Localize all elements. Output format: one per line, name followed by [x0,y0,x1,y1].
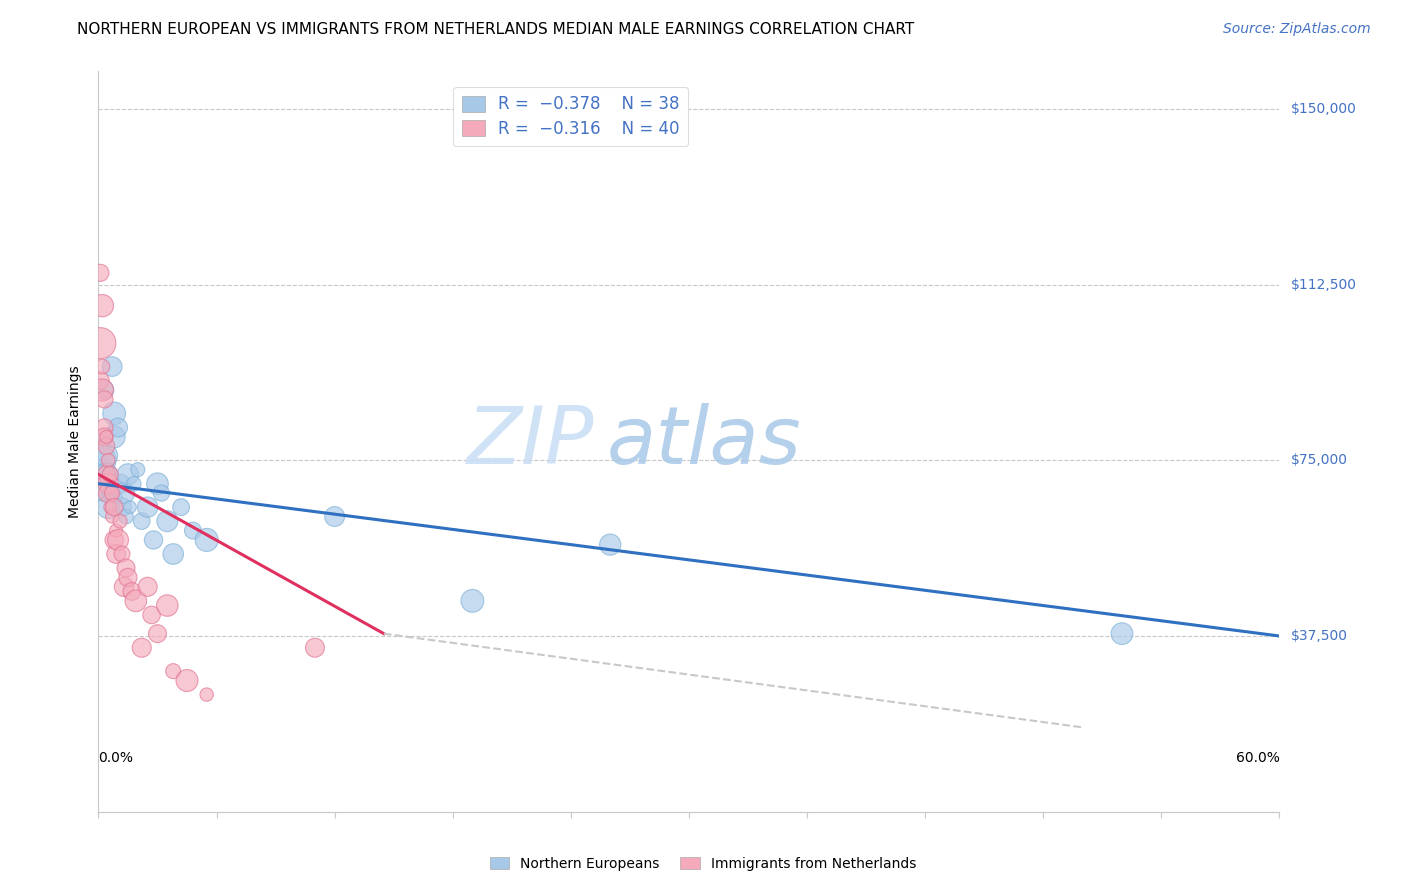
Point [93,430,115,444]
Y-axis label: Median Male Earnings: Median Male Earnings [69,365,83,518]
Point [108,476,131,491]
Point [89,336,111,351]
Point [146,476,169,491]
Text: $150,000: $150,000 [1291,102,1357,116]
Point [142,533,165,547]
Point [93,420,115,434]
Point [127,463,149,477]
Point [146,626,169,640]
Point [1111,626,1133,640]
Point [91,359,114,374]
Point [121,584,143,599]
Point [136,500,159,515]
Point [105,524,128,538]
Point [91,486,114,500]
Point [170,500,193,515]
Point [115,509,138,524]
Legend: Northern Europeans, Immigrants from Netherlands: Northern Europeans, Immigrants from Neth… [484,851,922,876]
Point [115,561,138,575]
Point [98,467,121,482]
Point [97,486,120,500]
Point [323,509,346,524]
Point [162,664,184,678]
Point [103,533,125,547]
Point [93,430,115,444]
Point [101,359,124,374]
Point [156,599,179,613]
Point [117,570,139,584]
Point [156,514,179,528]
Point [91,383,114,397]
Point [91,299,114,313]
Text: Source: ZipAtlas.com: Source: ZipAtlas.com [1223,22,1371,37]
Point [181,524,204,538]
Point [125,594,148,608]
Point [89,374,111,388]
Point [131,514,153,528]
Point [91,463,114,477]
Point [122,476,145,491]
Point [93,392,115,407]
Point [97,500,120,515]
Point [111,547,134,561]
Text: $75,000: $75,000 [1291,453,1348,467]
Point [93,383,115,397]
Text: $112,500: $112,500 [1291,277,1357,292]
Point [304,640,326,655]
Point [97,486,120,500]
Point [103,500,125,515]
Point [101,486,124,500]
Legend: R =  −0.378    N = 38, R =  −0.316    N = 40: R = −0.378 N = 38, R = −0.316 N = 40 [453,87,689,146]
Point [111,500,134,515]
Point [96,449,118,463]
Point [97,453,120,467]
Point [96,467,118,482]
Point [96,439,118,453]
Text: NORTHERN EUROPEAN VS IMMIGRANTS FROM NETHERLANDS MEDIAN MALE EARNINGS CORRELATIO: NORTHERN EUROPEAN VS IMMIGRANTS FROM NET… [77,22,914,37]
Point [112,580,135,594]
Text: atlas: atlas [606,402,801,481]
Point [108,514,131,528]
Point [107,533,129,547]
Text: 60.0%: 60.0% [1236,751,1279,764]
Point [141,607,163,622]
Point [461,594,484,608]
Point [150,486,173,500]
Point [195,688,218,702]
Point [98,500,121,515]
Text: ZIP: ZIP [467,402,595,481]
Point [176,673,198,688]
Point [131,640,153,655]
Point [96,430,118,444]
Point [96,467,118,482]
Point [103,430,125,444]
Point [136,580,159,594]
Point [103,406,125,420]
Point [117,467,139,482]
Point [112,486,135,500]
Point [89,266,111,280]
Point [98,467,121,482]
Text: $37,500: $37,500 [1291,629,1348,643]
Point [599,538,621,552]
Point [97,476,120,491]
Point [162,547,184,561]
Point [98,486,121,500]
Text: 0.0%: 0.0% [98,751,134,764]
Point [195,533,218,547]
Point [118,500,141,515]
Point [105,491,128,505]
Point [105,547,128,561]
Point [89,453,111,467]
Point [107,420,129,434]
Point [101,509,124,524]
